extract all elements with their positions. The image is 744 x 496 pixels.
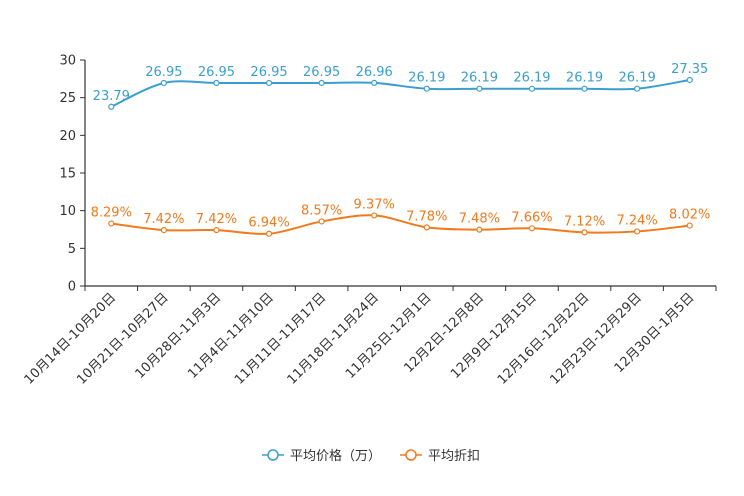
data-label: 26.95 <box>145 65 182 80</box>
data-label: 7.78% <box>406 209 447 224</box>
data-point[interactable] <box>686 76 693 84</box>
data-point[interactable] <box>528 225 536 232</box>
data-point[interactable] <box>581 85 588 92</box>
data-point[interactable] <box>634 228 641 235</box>
data-label: 7.24% <box>616 213 657 228</box>
data-point[interactable] <box>371 79 378 87</box>
data-point[interactable] <box>528 85 536 92</box>
x-category-label: 10月14日-10月20日 <box>22 290 119 387</box>
legend-item-1[interactable]: 平均折扣 <box>400 449 480 464</box>
data-point[interactable] <box>581 229 588 236</box>
data-label: 26.19 <box>566 71 603 86</box>
y-tick-label: 25 <box>59 91 76 106</box>
chart-series <box>108 76 693 237</box>
x-category-label: 11月11日-11月17日 <box>232 290 329 387</box>
data-point[interactable] <box>634 85 641 92</box>
data-point[interactable] <box>108 103 115 110</box>
data-label: 26.19 <box>461 71 498 86</box>
series-line-0 <box>110 78 690 108</box>
data-point[interactable] <box>476 226 483 233</box>
y-tick-label: 30 <box>59 54 76 69</box>
legend-circle-icon <box>405 449 417 461</box>
data-label: 26.95 <box>303 65 340 80</box>
data-label: 8.57% <box>301 203 342 218</box>
data-point[interactable] <box>108 220 115 227</box>
data-label: 7.48% <box>459 212 500 227</box>
legend-label: 平均价格（万） <box>290 448 381 464</box>
data-point[interactable] <box>423 224 430 231</box>
data-point[interactable] <box>371 212 378 219</box>
series-line-1 <box>111 214 690 235</box>
data-label: 7.12% <box>564 214 605 229</box>
data-label: 26.19 <box>513 71 550 86</box>
data-point[interactable] <box>318 79 325 87</box>
y-tick-label: 10 <box>59 204 76 219</box>
y-tick-label: 15 <box>59 167 76 182</box>
data-label: 27.35 <box>671 62 708 77</box>
data-point[interactable] <box>476 85 483 92</box>
x-category-label: 12月23日-12月29日 <box>547 290 644 387</box>
data-point[interactable] <box>213 227 220 234</box>
data-point[interactable] <box>213 79 220 87</box>
chart-data-labels: 23.79 26.95 26.95 26.95 26.95 26.96 26.19 26.19… <box>91 62 711 231</box>
data-label: 9.37% <box>354 197 395 212</box>
data-label: 23.79 <box>93 89 130 104</box>
data-label: 26.19 <box>408 71 445 86</box>
data-point[interactable] <box>160 227 167 234</box>
data-point[interactable] <box>160 79 167 87</box>
data-label: 7.42% <box>196 212 237 227</box>
y-tick-label: 0 <box>68 280 76 295</box>
data-label: 26.95 <box>250 65 287 80</box>
data-label: 26.95 <box>198 65 235 80</box>
data-label: 6.94% <box>248 216 289 231</box>
data-point[interactable] <box>318 218 325 225</box>
y-tick-label: 20 <box>59 129 76 144</box>
data-point[interactable] <box>265 230 273 237</box>
y-tick-label: 5 <box>68 242 76 257</box>
x-category-label: 12月16日-12月22日 <box>495 290 592 387</box>
data-label: 8.02% <box>669 208 710 223</box>
data-label: 26.19 <box>619 71 656 86</box>
chart-legend: 平均价格（万） 平均折扣 <box>262 448 480 464</box>
data-label: 7.42% <box>143 212 184 227</box>
legend-item-0[interactable]: 平均价格（万） <box>262 448 381 464</box>
legend-circle-icon <box>267 449 279 461</box>
data-label: 8.29% <box>91 206 132 221</box>
x-category-label: 11月18日-11月24日 <box>285 290 382 387</box>
data-point[interactable] <box>686 222 693 229</box>
legend-label: 平均折扣 <box>428 449 480 464</box>
data-label: 7.66% <box>511 210 552 225</box>
x-category-label: 10月21日-10月27日 <box>74 290 171 387</box>
data-point[interactable] <box>423 85 430 92</box>
data-label: 26.96 <box>356 65 393 80</box>
data-point[interactable] <box>265 79 273 87</box>
